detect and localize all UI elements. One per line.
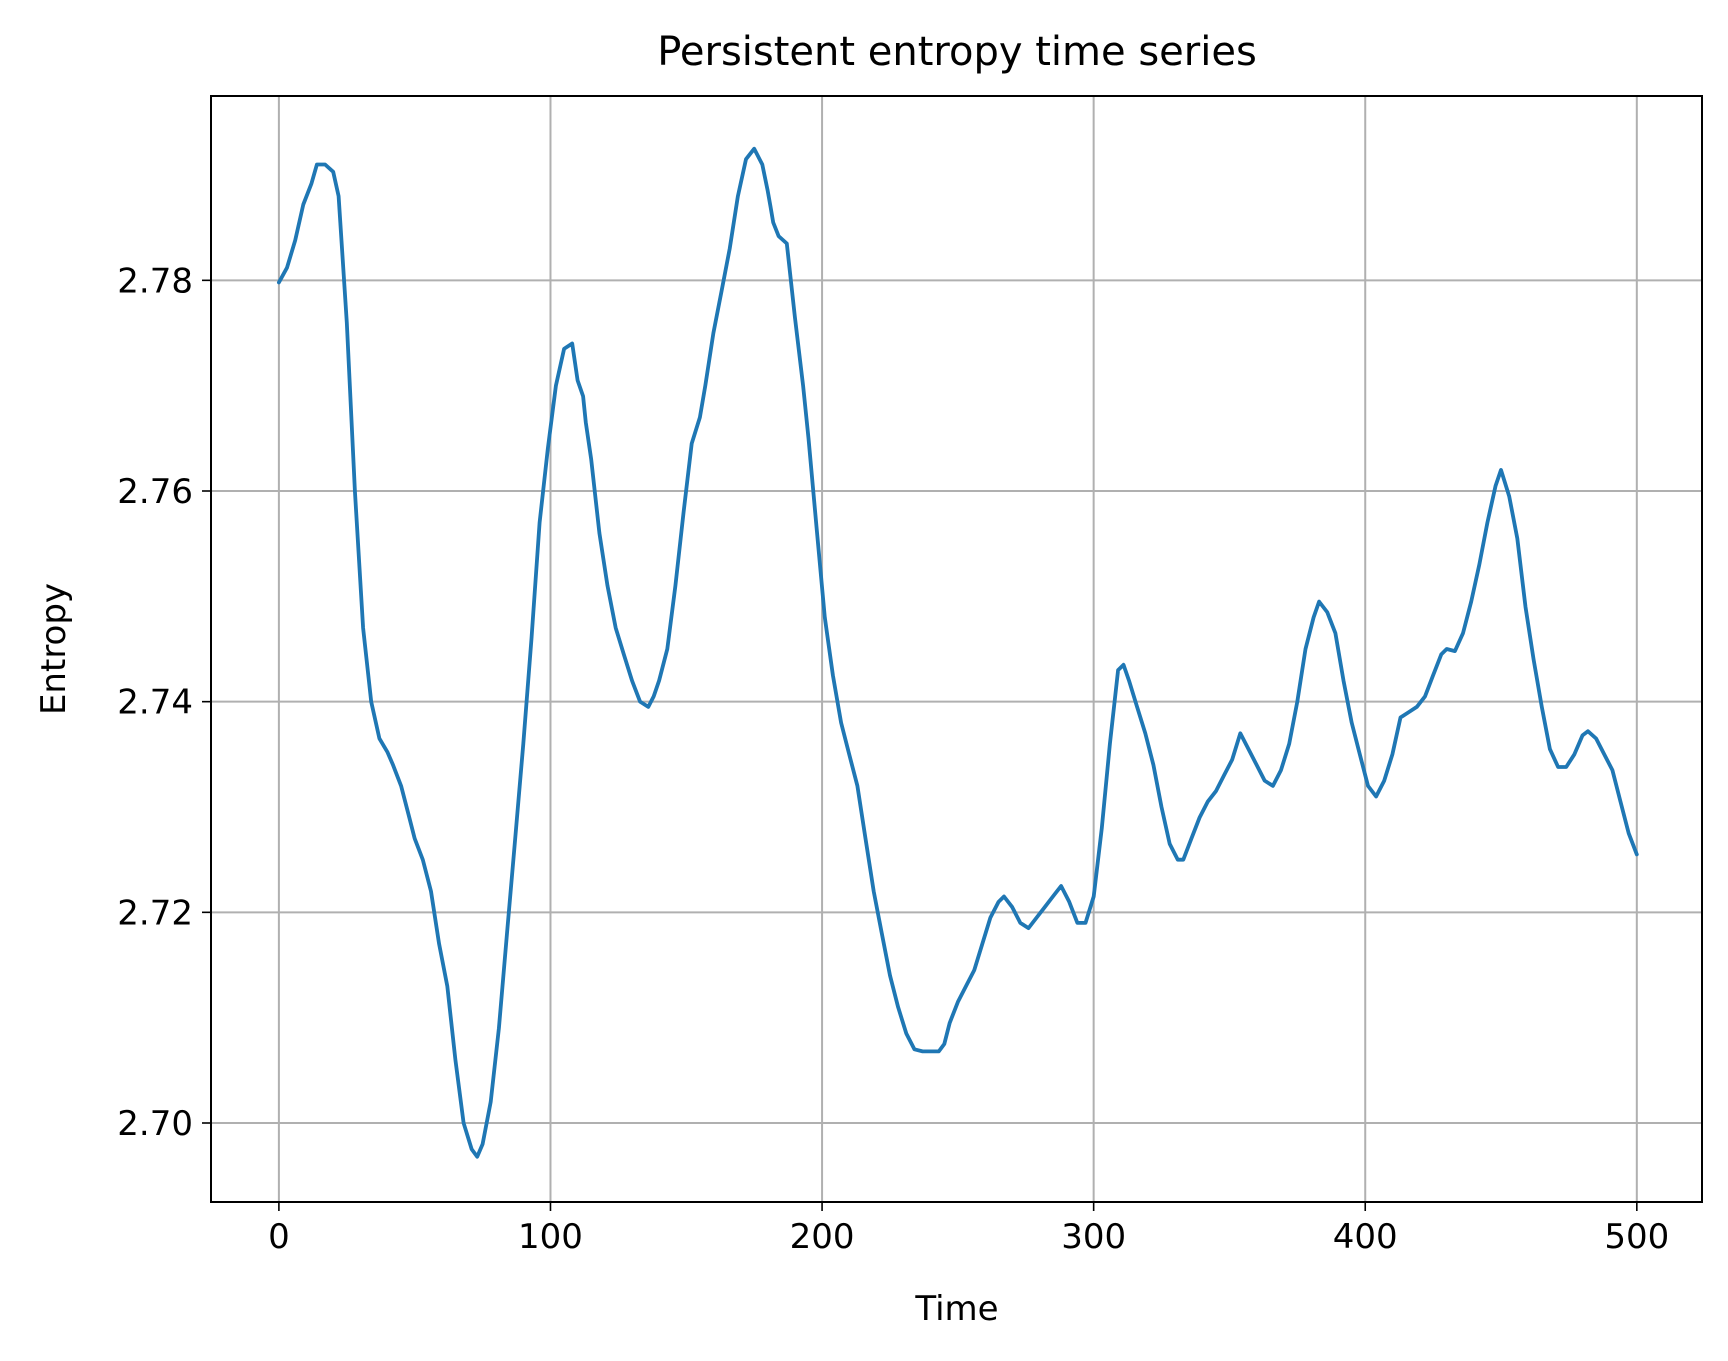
- x-tick-label: 400: [1333, 1217, 1398, 1257]
- x-tick-label: 200: [790, 1217, 855, 1257]
- x-tick-label: 0: [268, 1217, 290, 1257]
- y-tick-label: 2.72: [117, 893, 193, 933]
- plot-frame: [210, 95, 1703, 1203]
- y-axis-label: Entropy: [34, 583, 74, 715]
- x-axis-label: Time: [914, 1289, 998, 1329]
- grid: [211, 96, 1702, 1202]
- y-tick-label: 2.74: [117, 683, 193, 723]
- y-tick-label: 2.70: [117, 1104, 193, 1144]
- x-axis: 0 100 200 300 400 500: [268, 1202, 1669, 1257]
- x-tick-label: 100: [518, 1217, 583, 1257]
- y-tick-label: 2.78: [117, 261, 193, 301]
- x-tick-label: 300: [1061, 1217, 1126, 1257]
- series-line: [277, 146, 1639, 1159]
- y-axis: 2.70 2.72 2.74 2.76 2.78: [117, 261, 211, 1144]
- y-tick-label: 2.76: [117, 472, 193, 512]
- chart-title: Persistent entropy time series: [657, 29, 1257, 75]
- x-tick-label: 500: [1604, 1217, 1669, 1257]
- series-layer: [277, 146, 1639, 1159]
